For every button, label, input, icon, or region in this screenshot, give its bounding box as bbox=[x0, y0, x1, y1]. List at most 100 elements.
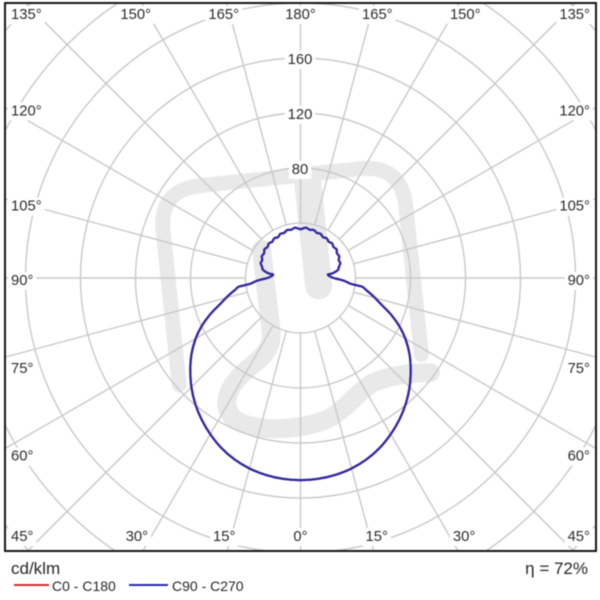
ring-value-label-group: 160 bbox=[284, 50, 316, 69]
angle-label-group: 30° bbox=[122, 528, 152, 546]
angle-label-group: 120° bbox=[556, 102, 593, 121]
angle-label-group: 150° bbox=[117, 6, 155, 24]
angle-label-halo bbox=[564, 272, 593, 290]
angle-label-halo bbox=[8, 447, 37, 466]
angle-label: 60° bbox=[568, 449, 590, 465]
ring-value-label-halo bbox=[284, 50, 316, 69]
angle-label-halo bbox=[8, 528, 37, 546]
angle-label-group: 75° bbox=[564, 360, 593, 379]
angle-label-halo bbox=[8, 6, 45, 24]
angle-label-group: 60° bbox=[564, 447, 593, 466]
angle-label: 120° bbox=[11, 103, 42, 119]
angle-label-group: 165° bbox=[205, 6, 243, 24]
angle-label: 0° bbox=[293, 529, 307, 545]
polar-grid-ray bbox=[140, 3, 274, 231]
curve-c90-c270 bbox=[189, 226, 412, 482]
polar-grid-ray bbox=[327, 325, 459, 551]
angle-label-halo bbox=[564, 447, 593, 466]
polar-grid-ray bbox=[327, 3, 461, 231]
angle-label: 150° bbox=[120, 7, 151, 23]
legend-swatch-c90-c270 bbox=[129, 584, 168, 586]
polar-grid-ray bbox=[5, 106, 254, 252]
polar-grid-ray bbox=[347, 106, 596, 252]
angle-label-group: 135° bbox=[8, 6, 45, 24]
angle-label-group: 105° bbox=[556, 197, 593, 216]
angle-label: 105° bbox=[11, 199, 42, 215]
angle-label-group: 180° bbox=[282, 6, 319, 24]
angle-label-halo bbox=[556, 197, 593, 216]
ring-value-label-group: 120 bbox=[284, 105, 316, 124]
legend-swatch-c0-c180 bbox=[14, 584, 49, 586]
angle-label-halo bbox=[8, 360, 37, 379]
angle-label-halo bbox=[290, 528, 311, 546]
angle-label-group: 90° bbox=[8, 272, 37, 290]
angle-label-halo bbox=[8, 102, 45, 121]
angle-label: 30° bbox=[126, 529, 148, 545]
angle-label-halo bbox=[556, 6, 593, 24]
efficiency-label: η = 72% bbox=[525, 559, 588, 578]
angle-label-group: 135° bbox=[556, 6, 593, 24]
angle-label: 105° bbox=[559, 199, 590, 215]
angle-label-group: 45° bbox=[8, 528, 37, 546]
angle-label-halo bbox=[358, 6, 396, 24]
polar-grid-ray bbox=[314, 3, 375, 226]
ring-value-label-halo bbox=[288, 160, 312, 179]
angle-label: 150° bbox=[450, 7, 481, 23]
legend-label-c90-c270: C90 - C270 bbox=[172, 578, 244, 594]
legend-label-c0-c180: C0 - C180 bbox=[52, 578, 116, 594]
polar-grid-ray bbox=[226, 3, 287, 226]
angle-label: 90° bbox=[11, 273, 33, 289]
angle-label-halo bbox=[282, 6, 319, 24]
angle-label-halo bbox=[556, 102, 593, 121]
angle-label: 15° bbox=[366, 529, 388, 545]
angle-label-group: 75° bbox=[8, 360, 37, 379]
quantity-unit-label: cd/klm bbox=[11, 559, 61, 578]
angle-label-group: 90° bbox=[564, 272, 593, 290]
polar-grid-ray bbox=[5, 291, 248, 358]
angle-label-halo bbox=[210, 528, 239, 546]
angle-label: 165° bbox=[208, 7, 239, 23]
angle-label-group: 120° bbox=[8, 102, 45, 121]
angle-label: 180° bbox=[285, 7, 316, 23]
angle-label: 60° bbox=[11, 449, 33, 465]
angle-label: 135° bbox=[559, 7, 590, 23]
watermark-outline bbox=[155, 160, 429, 393]
ring-value-label-halo bbox=[284, 105, 316, 124]
angle-label: 30° bbox=[453, 529, 475, 545]
footer-row: cd/klm C0 - C180 C90 - C270 η = 72% bbox=[0, 551, 600, 600]
angle-label: 15° bbox=[213, 529, 235, 545]
angle-label-halo bbox=[122, 528, 152, 546]
ring-value-label: 120 bbox=[288, 107, 313, 123]
angle-label-group: 15° bbox=[362, 528, 391, 546]
angle-label-group: 0° bbox=[290, 528, 311, 546]
legend-item-c0-c180: C0 - C180 bbox=[14, 577, 124, 595]
legend-item-c90-c270: C90 - C270 bbox=[129, 577, 249, 595]
angle-label-group: 45° bbox=[564, 528, 593, 546]
ring-value-label: 80 bbox=[292, 162, 308, 178]
angle-label-halo bbox=[564, 360, 593, 379]
angle-label-halo bbox=[362, 528, 391, 546]
angle-label-halo bbox=[449, 528, 479, 546]
angle-label: 45° bbox=[568, 529, 590, 545]
angle-label-group: 105° bbox=[8, 197, 45, 216]
curves bbox=[189, 226, 412, 482]
angle-label: 135° bbox=[11, 7, 42, 23]
angle-label-halo bbox=[205, 6, 243, 24]
angle-label: 45° bbox=[11, 529, 33, 545]
polar-grid-ray bbox=[347, 304, 596, 450]
angle-label-group: 60° bbox=[8, 447, 37, 466]
angle-label: 120° bbox=[559, 103, 590, 119]
angle-label-group: 30° bbox=[449, 528, 479, 546]
angle-label: 75° bbox=[11, 361, 33, 377]
ring-value-label: 160 bbox=[288, 52, 313, 68]
angle-label-group: 150° bbox=[446, 6, 484, 24]
polar-grid-ray bbox=[226, 330, 287, 551]
ring-value-label-group: 80 bbox=[288, 160, 312, 179]
watermark-bar bbox=[293, 164, 333, 300]
angle-label-group: 15° bbox=[210, 528, 239, 546]
angle-label-halo bbox=[8, 272, 37, 290]
angle-label-halo bbox=[117, 6, 155, 24]
angle-label: 75° bbox=[568, 361, 590, 377]
